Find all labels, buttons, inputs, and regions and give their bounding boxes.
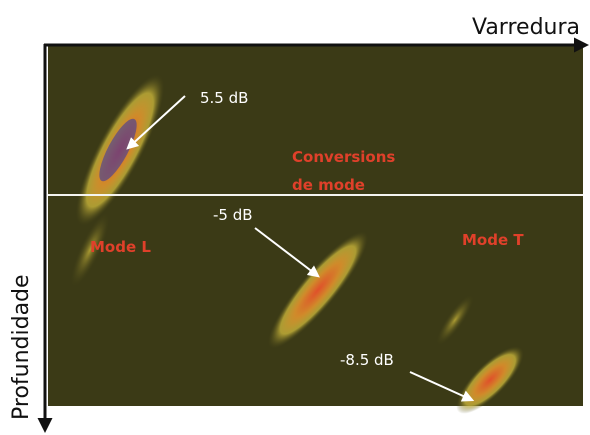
figure: Varredura Profundidade 5.5 dB -5 dB -8.5… (0, 0, 590, 435)
axis-label: Profundidade (9, 274, 34, 420)
label: Conversions (292, 148, 395, 166)
label: Mode L (90, 238, 151, 256)
annotation: -5 dB (213, 206, 253, 224)
annotation: -8.5 dB (340, 351, 394, 369)
annotation: 5.5 dB (200, 89, 248, 107)
label: Mode T (462, 231, 524, 249)
axis-label: Varredura (472, 15, 580, 40)
label: de mode (292, 176, 365, 194)
